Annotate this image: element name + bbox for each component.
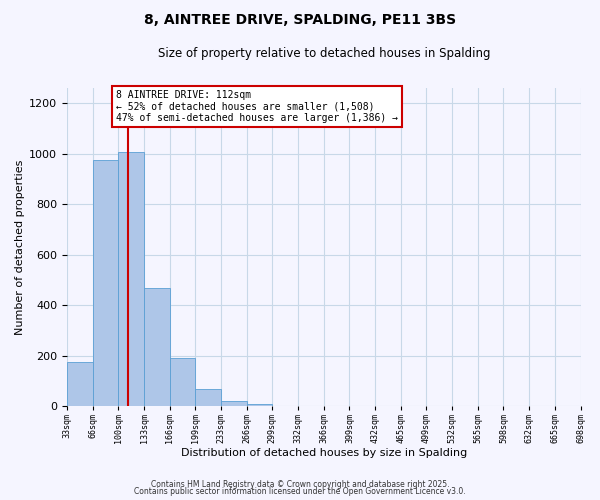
Text: Contains HM Land Registry data © Crown copyright and database right 2025.: Contains HM Land Registry data © Crown c… bbox=[151, 480, 449, 489]
Text: 8 AINTREE DRIVE: 112sqm
← 52% of detached houses are smaller (1,508)
47% of semi: 8 AINTREE DRIVE: 112sqm ← 52% of detache… bbox=[116, 90, 398, 123]
Bar bbox=[118, 152, 144, 406]
Bar bbox=[221, 401, 247, 406]
Text: 8, AINTREE DRIVE, SPALDING, PE11 3BS: 8, AINTREE DRIVE, SPALDING, PE11 3BS bbox=[144, 12, 456, 26]
X-axis label: Distribution of detached houses by size in Spalding: Distribution of detached houses by size … bbox=[181, 448, 467, 458]
Y-axis label: Number of detached properties: Number of detached properties bbox=[15, 160, 25, 335]
Bar bbox=[247, 404, 272, 406]
Bar bbox=[170, 358, 196, 406]
Title: Size of property relative to detached houses in Spalding: Size of property relative to detached ho… bbox=[158, 48, 490, 60]
Bar bbox=[67, 362, 92, 406]
Bar bbox=[144, 288, 170, 406]
Text: Contains public sector information licensed under the Open Government Licence v3: Contains public sector information licen… bbox=[134, 487, 466, 496]
Bar bbox=[92, 160, 118, 406]
Bar bbox=[196, 388, 221, 406]
